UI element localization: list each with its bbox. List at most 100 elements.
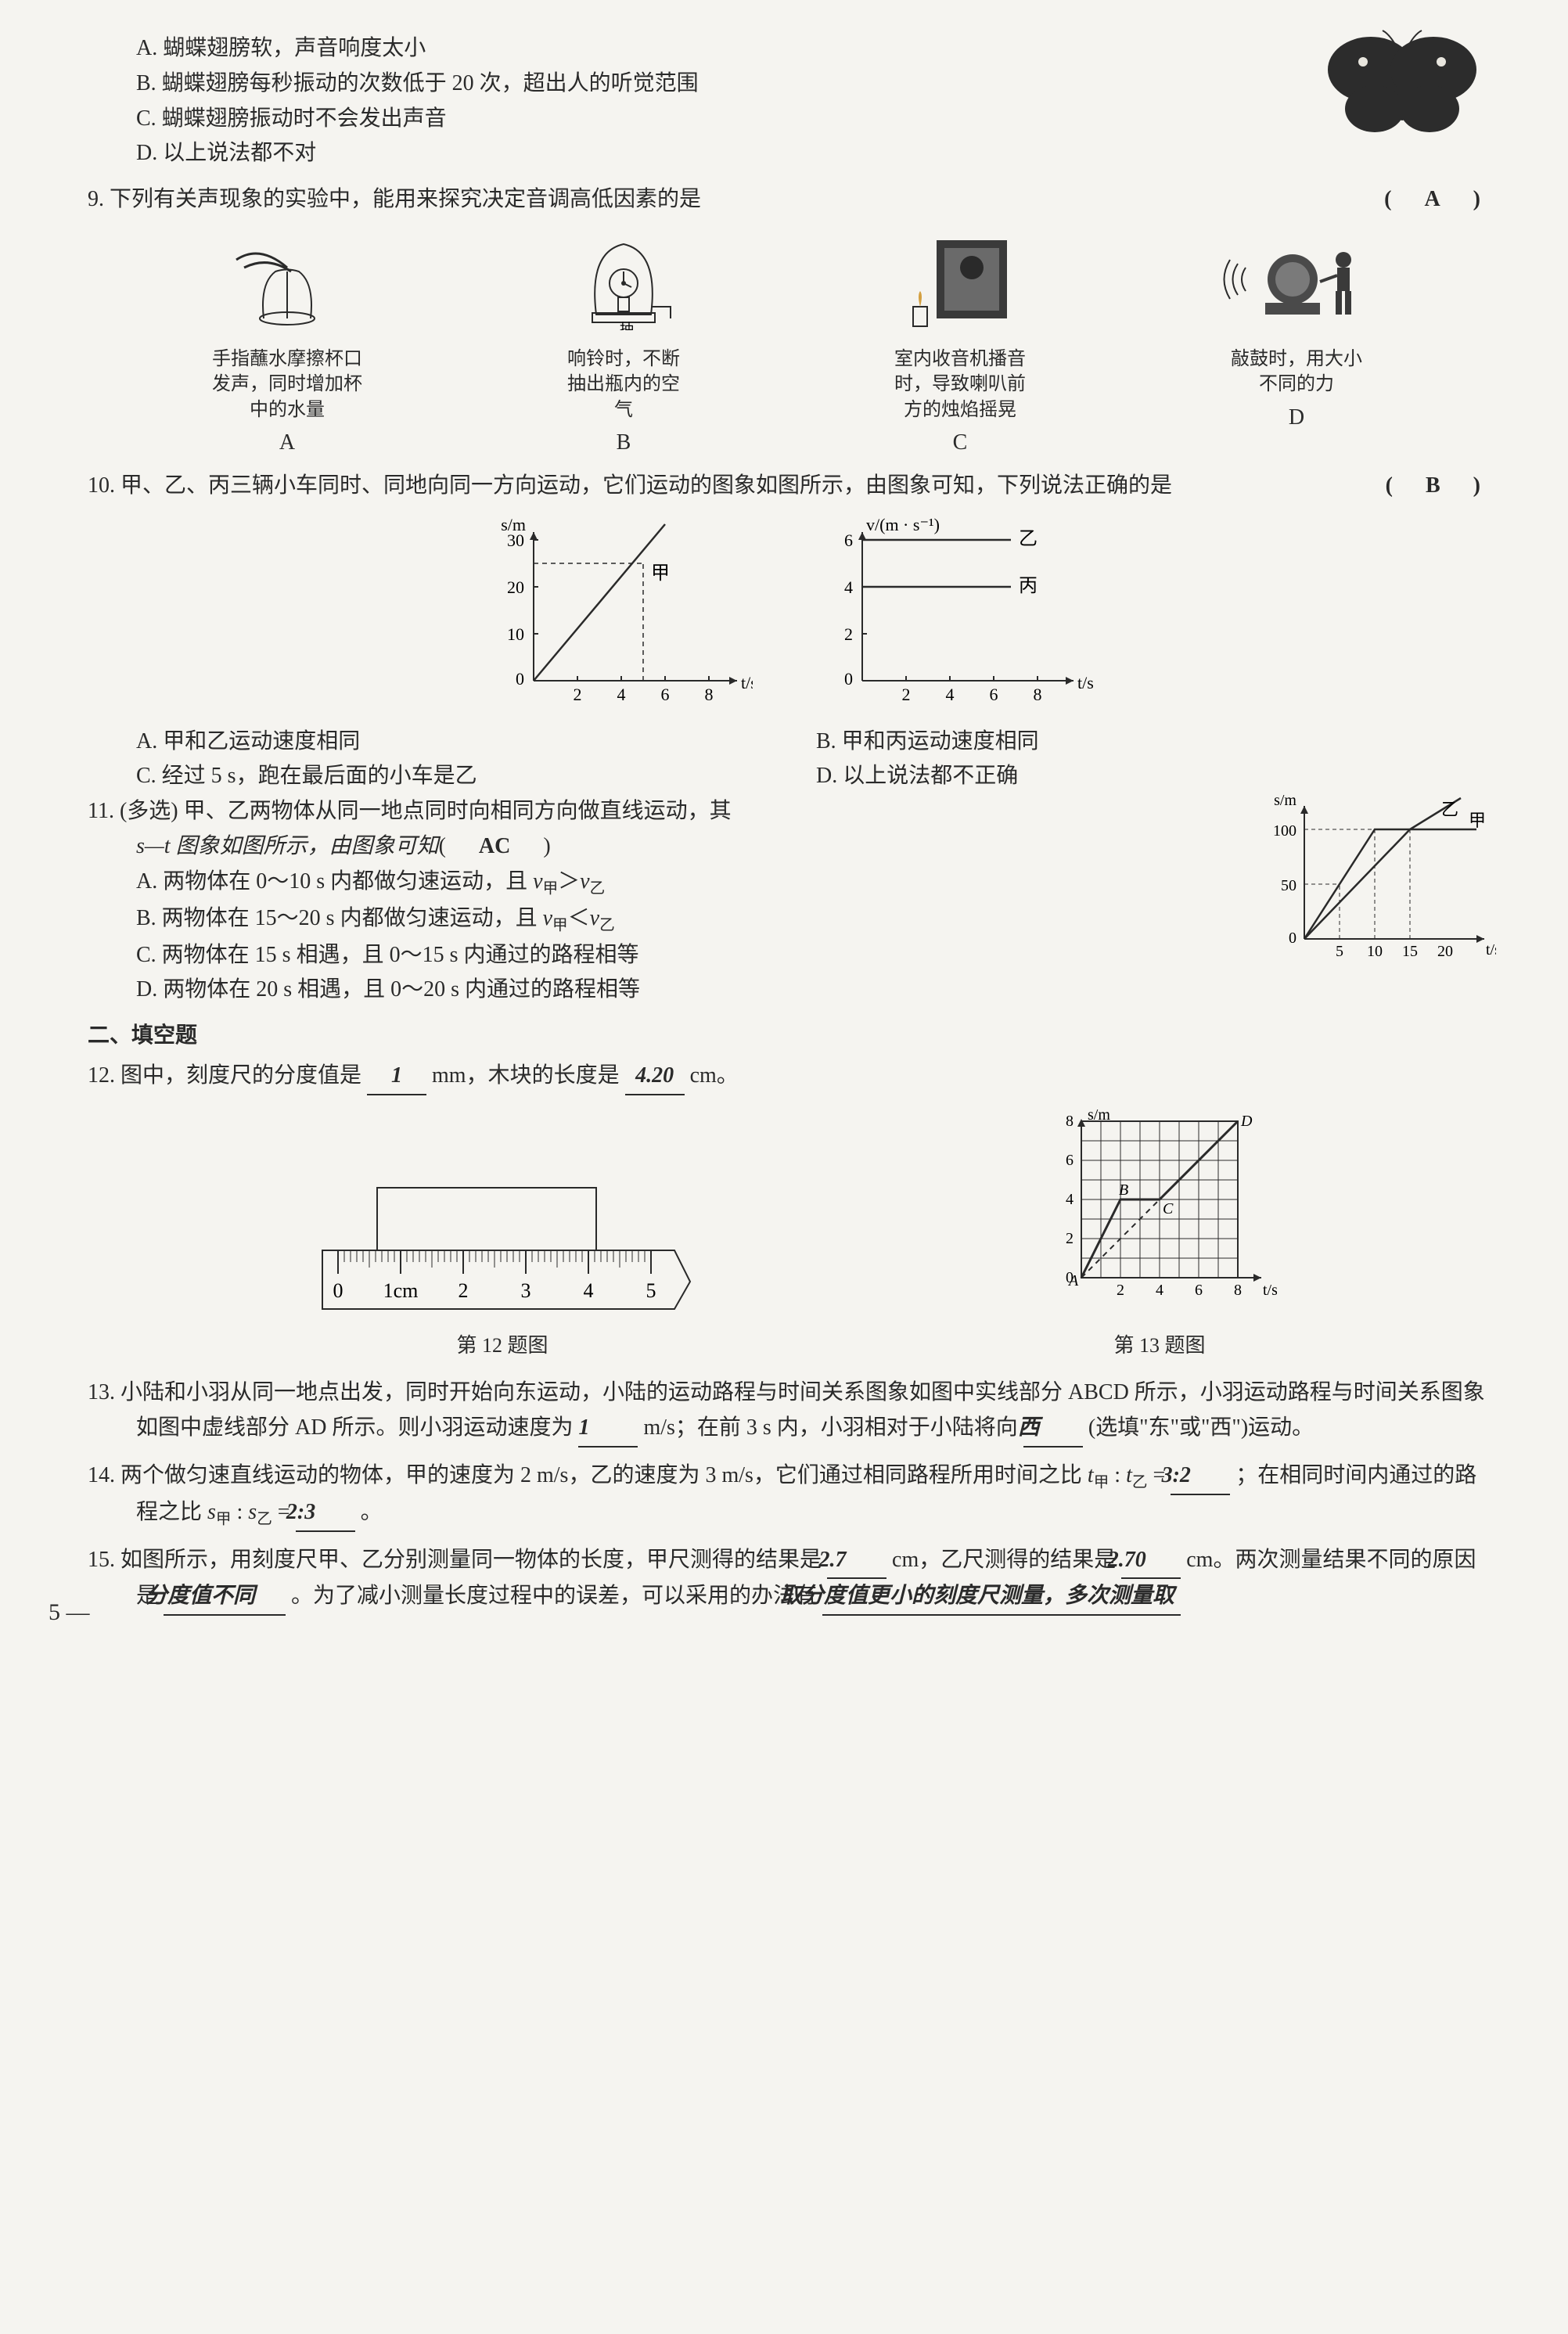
svg-text:0: 0: [1289, 930, 1296, 947]
svg-text:0: 0: [333, 1279, 343, 1302]
q9-cap-C: 室内收音机播音 时，导致喇叭前 方的烛焰摇晃: [792, 347, 1128, 423]
q13-b2: 西: [1023, 1411, 1083, 1448]
svg-text:20: 20: [507, 577, 524, 597]
q9-answer: A: [1413, 187, 1451, 211]
q11: s/m t/s 0 50 100 5 10 15 20: [88, 794, 1496, 1008]
svg-text:2: 2: [459, 1279, 469, 1302]
svg-text:2: 2: [1117, 1282, 1124, 1299]
q8-opt-A: A. 蝴蝶翅膀软，声音响度太小: [88, 31, 1496, 67]
q9-num: 9.: [88, 187, 104, 211]
page: A. 蝴蝶翅膀软，声音响度太小 B. 蝴蝶翅膀每秒振动的次数低于 20 次，超出…: [88, 31, 1496, 1616]
q15: 15. 如图所示，用刻度尺甲、乙分别测量同一物体的长度，甲尺测得的结果是 2.7…: [88, 1543, 1496, 1617]
q11-answer: AC: [468, 834, 521, 858]
q9-letter-A: A: [119, 426, 455, 461]
q13-mid1: m/s；在前 3 s 内，小羽相对于小陆将向: [643, 1415, 1017, 1440]
q11-tag: (多选): [120, 799, 178, 823]
q9-stem: 下列有关声现象的实验中，能用来探究决定音调高低因素的是: [110, 187, 701, 211]
q10: 10. 甲、乙、丙三辆小车同时、同地向同一方向运动，它们运动的图象如图所示，由图…: [88, 469, 1496, 504]
q9-letter-C: C: [792, 426, 1128, 461]
svg-text:3: 3: [521, 1279, 531, 1302]
svg-text:6: 6: [661, 685, 670, 704]
q15-num: 15.: [88, 1548, 115, 1572]
svg-text:2: 2: [902, 685, 911, 704]
svg-text:甲: 甲: [1469, 811, 1486, 830]
q12-q13-figs: 0 1cm 2 3 4 5 第 12 题图: [135, 1109, 1449, 1361]
q10-answer: B: [1415, 473, 1451, 498]
q10-graph2: v/(m · s⁻¹) t/s 0 2 4 6 2 4 6 8 乙: [815, 516, 1097, 712]
q9-cap-D: 敲鼓时，用大小 不同的力: [1128, 347, 1465, 397]
q9: 9. 下列有关声现象的实验中，能用来探究决定音调高低因素的是 ( A ): [88, 182, 1496, 218]
q8-opt-C: C. 蝴蝶翅膀振动时不会发出声音: [88, 102, 1496, 137]
q15-a: 如图所示，用刻度尺甲、乙分别测量同一物体的长度，甲尺测得的结果是: [120, 1548, 822, 1572]
q10-opts: A. 甲和乙运动速度相同 C. 经过 5 s，跑在最后面的小车是乙 B. 甲和丙…: [88, 725, 1496, 795]
q9-cap-A: 手指蘸水摩擦杯口 发声，同时增加杯 中的水量: [119, 347, 455, 423]
svg-text:2: 2: [1066, 1230, 1074, 1247]
svg-text:30: 30: [507, 530, 524, 550]
svg-text:15: 15: [1402, 943, 1418, 960]
svg-text:4: 4: [617, 685, 626, 704]
svg-text:6: 6: [844, 530, 853, 550]
q13-b1: 1: [578, 1411, 638, 1448]
q9-img-D: [1218, 228, 1375, 330]
fig13-cap: 第 13 题图: [1042, 1329, 1277, 1362]
svg-text:丙: 丙: [1019, 576, 1038, 596]
q14-num: 14.: [88, 1463, 115, 1487]
svg-text:s/m: s/m: [1088, 1109, 1110, 1124]
q12-num: 12.: [88, 1063, 115, 1088]
svg-text:1cm: 1cm: [383, 1279, 419, 1302]
svg-text:4: 4: [946, 685, 955, 704]
q9-cell-B: 抽 响铃时，不断 抽出瓶内的空 气 B: [455, 228, 792, 461]
svg-text:10: 10: [507, 624, 524, 644]
svg-text:0: 0: [844, 669, 853, 689]
q9-options-row: 手指蘸水摩擦杯口 发声，同时增加杯 中的水量 A 抽 响铃时，不断 抽出瓶内的空…: [119, 228, 1465, 461]
q12-b2: 4.20: [625, 1059, 685, 1095]
butterfly-image: [1316, 27, 1488, 156]
q11-stem1: 甲、乙两物体从同一地点同时向相同方向做直线运动，其: [184, 799, 732, 823]
q13: 13. 小陆和小羽从同一地点出发，同时开始向东运动，小陆的运动路程与时间关系图象…: [88, 1376, 1496, 1448]
svg-text:D: D: [1240, 1113, 1253, 1130]
svg-text:v/(m · s⁻¹): v/(m · s⁻¹): [866, 516, 940, 534]
q12-post: cm。: [690, 1063, 739, 1088]
svg-text:B: B: [1119, 1181, 1128, 1199]
q10-opt-B: B. 甲和丙运动速度相同: [816, 725, 1496, 760]
q14: 14. 两个做匀速直线运动的物体，甲的速度为 2 m/s，乙的速度为 3 m/s…: [88, 1458, 1496, 1532]
svg-text:50: 50: [1281, 877, 1296, 894]
q10-graph1: s/m t/s 0 10 20 30 2 4 6 8 甲: [487, 516, 753, 712]
q15-b1: 2.7: [827, 1543, 886, 1580]
q12-mid1: mm，木块的长度是: [432, 1063, 620, 1088]
svg-text:甲: 甲: [651, 563, 670, 584]
svg-text:5: 5: [646, 1279, 656, 1302]
q15-b2: 2.70: [1121, 1543, 1181, 1580]
svg-text:t/s: t/s: [1486, 941, 1496, 958]
q8-opt-D: D. 以上说法都不对: [88, 136, 1496, 171]
svg-text:100: 100: [1273, 822, 1296, 840]
q12-pre: 图中，刻度尺的分度值是: [120, 1063, 361, 1088]
q11-answer-paren: ( AC ): [439, 829, 551, 865]
q9-img-B: 抽: [557, 228, 690, 330]
q10-opt-D: D. 以上说法都不正确: [816, 759, 1496, 794]
svg-text:8: 8: [705, 685, 714, 704]
fig13: s/m t/s A B C D 0 2 4 6 8 2 4: [1042, 1109, 1277, 1361]
q8-opt-B: B. 蝴蝶翅膀每秒振动的次数低于 20 次，超出人的听觉范围: [88, 67, 1496, 102]
svg-text:0: 0: [1066, 1269, 1074, 1286]
q9-cell-D: 敲鼓时，用大小 不同的力 D: [1128, 228, 1465, 461]
q11-num: 11.: [88, 799, 114, 823]
q10-graphs: s/m t/s 0 10 20 30 2 4 6 8 甲: [88, 516, 1496, 712]
q15-mid3: 。为了减小测量长度过程中的误差，可以采用的办法有: [291, 1584, 817, 1608]
q9-letter-D: D: [1128, 401, 1465, 436]
svg-text:4: 4: [584, 1279, 594, 1302]
svg-text:乙: 乙: [1441, 800, 1458, 819]
svg-text:抽: 抽: [620, 322, 634, 330]
q11-opt-D: D. 两物体在 20 s 相遇，且 0～20 s 内通过的路程相等: [88, 973, 1246, 1008]
svg-text:6: 6: [990, 685, 998, 704]
q13-num: 13.: [88, 1380, 115, 1404]
svg-text:6: 6: [1195, 1282, 1203, 1299]
svg-text:t/s: t/s: [1263, 1282, 1277, 1299]
q9-cap-B: 响铃时，不断 抽出瓶内的空 气: [455, 347, 792, 423]
q9-img-C: [894, 228, 1027, 330]
q11-opt-C: C. 两物体在 15 s 相遇，且 0～15 s 内通过的路程相等: [88, 938, 1246, 973]
fig12-cap: 第 12 题图: [307, 1329, 698, 1362]
svg-text:C: C: [1163, 1200, 1174, 1217]
q15-b4: 取分度值更小的刻度尺测量，多次测量取: [822, 1579, 1181, 1616]
q14-b2: 2:3: [296, 1495, 355, 1532]
